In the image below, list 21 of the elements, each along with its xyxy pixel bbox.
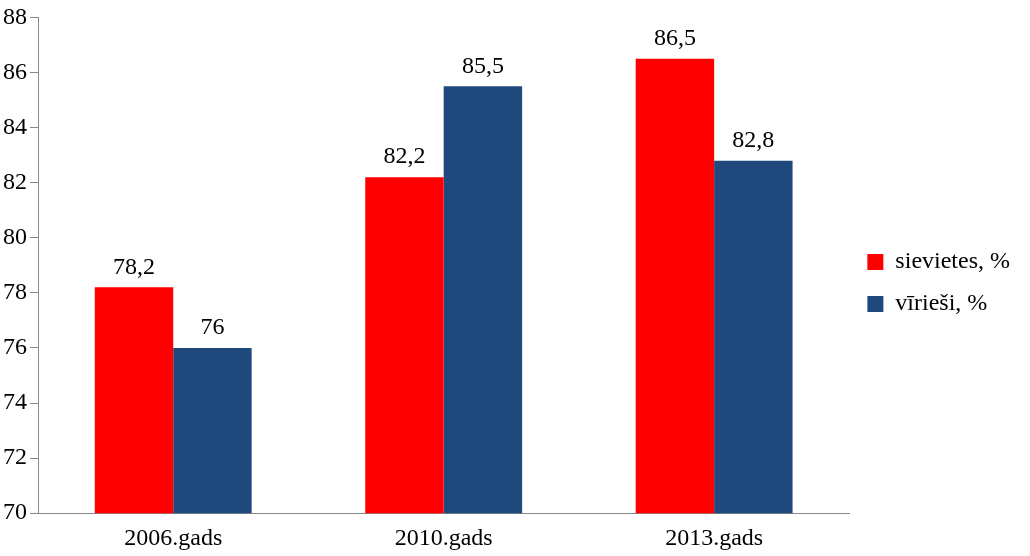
data-label: 85,5 (461, 51, 504, 78)
data-label: 82,8 (732, 125, 775, 152)
y-tick-label: 70 (3, 498, 27, 525)
legend-label: sievietes, % (895, 247, 1011, 274)
y-tick-label: 82 (3, 167, 27, 194)
y-tick-label: 76 (3, 333, 27, 360)
y-tick-label: 84 (3, 112, 27, 139)
y-tick-label: 72 (3, 443, 27, 470)
y-tick-label: 80 (3, 223, 27, 250)
y-tick-label: 74 (3, 388, 27, 415)
x-tick-label: 2013.gads (665, 523, 764, 550)
data-label: 86,5 (653, 24, 696, 51)
y-tick-label: 78 (3, 278, 27, 305)
x-tick-label: 2006.gads (124, 523, 223, 550)
y-tick-label: 88 (3, 2, 27, 29)
legend-label: vīrieši, % (895, 289, 988, 316)
data-label: 78,2 (113, 252, 156, 279)
data-label: 82,2 (383, 142, 426, 169)
data-label: 76 (200, 313, 225, 340)
y-tick-label: 86 (3, 57, 27, 84)
x-tick-label: 2010.gads (394, 523, 493, 550)
